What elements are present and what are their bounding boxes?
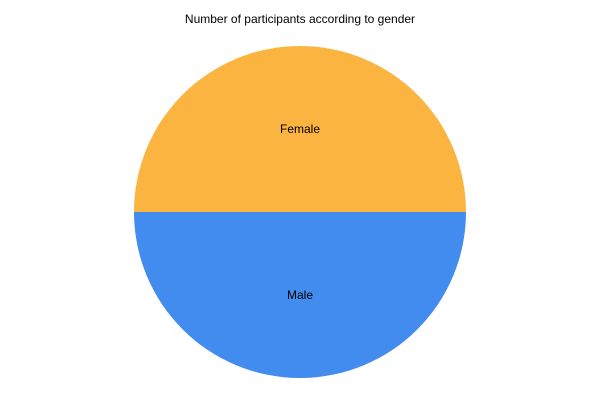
chart-title: Number of participants according to gend…: [184, 12, 416, 26]
pie-slice-female: [134, 46, 466, 212]
pie-labels: Female Male: [280, 122, 320, 302]
pie-slices: [134, 46, 466, 378]
pie-slice-label-female: Female: [280, 122, 320, 136]
pie-slice-male: [134, 212, 466, 378]
pie-slice-label-male: Male: [287, 288, 313, 302]
